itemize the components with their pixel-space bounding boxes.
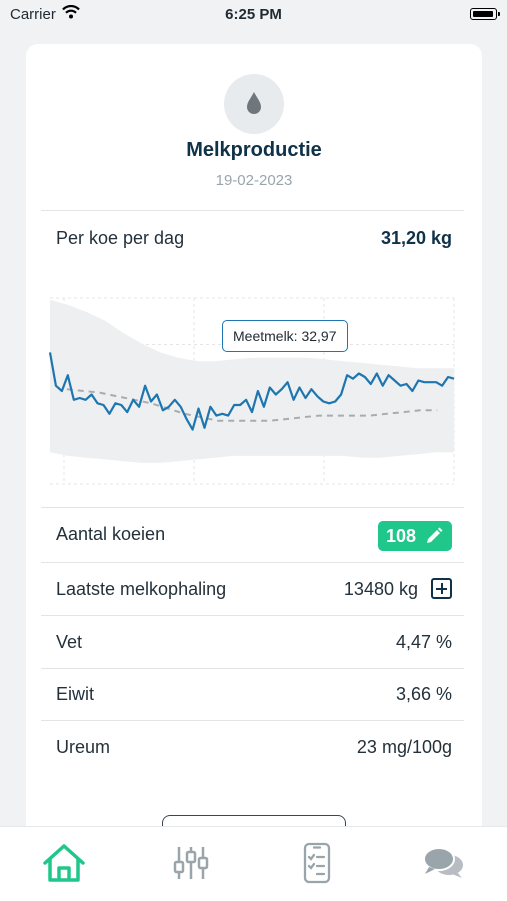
row-value-fat: 4,47 % <box>395 632 452 652</box>
divider <box>41 668 464 669</box>
row-label-last-collection: Laatste melkophaling <box>56 579 227 599</box>
row-label-fat: Vet <box>56 632 83 652</box>
row-value-last-collection: 13480 kg <box>343 579 418 599</box>
plus-box-icon[interactable] <box>431 578 452 599</box>
per-cow-value: 31,20 kg <box>380 228 452 248</box>
home-icon <box>43 844 85 882</box>
milk-production-card: Melkproductie 19-02-2023 Per koe per dag… <box>26 44 482 855</box>
chart-tooltip: Meetmelk: 32,97 <box>222 320 348 352</box>
cow-count-value: 108 <box>386 526 417 546</box>
row-value-protein: 3,66 % <box>395 684 452 704</box>
wifi-icon <box>62 5 80 23</box>
edit-cow-count-button[interactable]: 108 <box>378 521 452 551</box>
divider <box>41 615 464 616</box>
tab-messages[interactable] <box>421 841 467 885</box>
water-drop-icon <box>247 92 261 114</box>
card-date: 19-02-2023 <box>215 172 293 189</box>
drop-icon-circle <box>224 74 284 134</box>
divider <box>41 562 464 563</box>
row-value-urea: 23 mg/100g <box>356 737 452 757</box>
chart-average-line <box>66 388 438 422</box>
sliders-icon <box>173 847 209 879</box>
chart-milk-line <box>48 352 455 431</box>
status-bar: Carrier 6:25 PM <box>0 0 507 30</box>
divider <box>41 720 464 721</box>
milk-production-chart <box>48 297 455 485</box>
pencil-icon <box>427 527 443 543</box>
row-label-urea: Ureum <box>56 737 111 757</box>
divider <box>41 210 464 211</box>
row-label-cows: Aantal koeien <box>56 524 166 544</box>
tab-bar <box>0 826 507 901</box>
battery-icon <box>470 8 500 20</box>
per-cow-label: Per koe per dag <box>56 228 185 248</box>
card-title: Melkproductie <box>186 139 322 161</box>
divider <box>41 507 464 508</box>
tab-settings[interactable] <box>168 841 214 885</box>
chat-bubbles-icon <box>423 847 463 878</box>
tab-tasks[interactable] <box>294 841 340 885</box>
chart-range-band <box>50 299 454 463</box>
clock: 6:25 PM <box>225 6 282 23</box>
checklist-icon <box>303 842 331 884</box>
carrier-label: Carrier <box>10 6 56 23</box>
row-label-protein: Eiwit <box>56 684 95 704</box>
tab-home[interactable] <box>41 841 87 885</box>
